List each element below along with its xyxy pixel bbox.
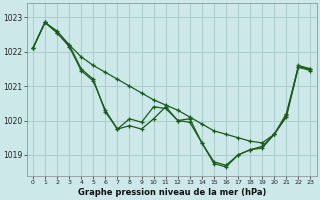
X-axis label: Graphe pression niveau de la mer (hPa): Graphe pression niveau de la mer (hPa) bbox=[77, 188, 266, 197]
